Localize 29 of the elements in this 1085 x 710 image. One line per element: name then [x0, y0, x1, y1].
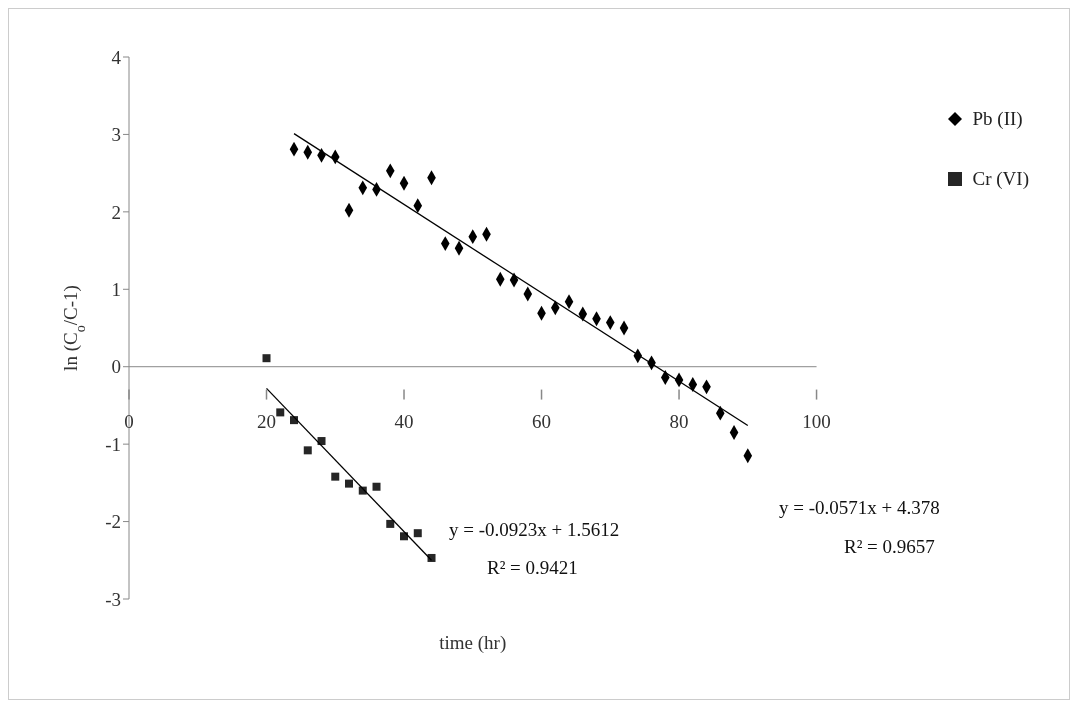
y-tick-label: 3 [111, 124, 121, 146]
x-tick-label: 20 [257, 410, 277, 432]
y-tick-label: -2 [105, 511, 121, 533]
y-tick-label: 1 [111, 279, 121, 301]
point [303, 446, 312, 455]
y-tick-label: -1 [105, 433, 121, 455]
annotation: y = -0.0923x + 1.5612 [449, 519, 620, 541]
point [331, 472, 340, 481]
point [386, 519, 395, 528]
y-tick-label: 2 [111, 201, 121, 223]
x-tick-label: 80 [669, 410, 689, 432]
point [345, 479, 354, 488]
legend-label: Cr (VI) [972, 167, 1029, 191]
point [372, 482, 381, 491]
point [262, 354, 271, 363]
x-tick-label: 40 [394, 410, 414, 432]
x-tick-label: 60 [532, 410, 552, 432]
point [413, 529, 422, 538]
legend-label: Pb (II) [972, 107, 1023, 131]
text: R² = 0.9657 [844, 536, 935, 558]
y-tick-label: 0 [111, 356, 121, 378]
x-tick-label: 100 [802, 410, 831, 432]
annotation: R² = 0.9421 [487, 557, 578, 579]
point [276, 408, 285, 417]
y-tick-label: 4 [111, 46, 122, 68]
point [317, 437, 326, 446]
annotation: y = -0.0571x + 4.378 [779, 497, 940, 519]
x-axis-title: time (hr) [439, 632, 507, 654]
y-tick-label: -3 [105, 588, 121, 610]
